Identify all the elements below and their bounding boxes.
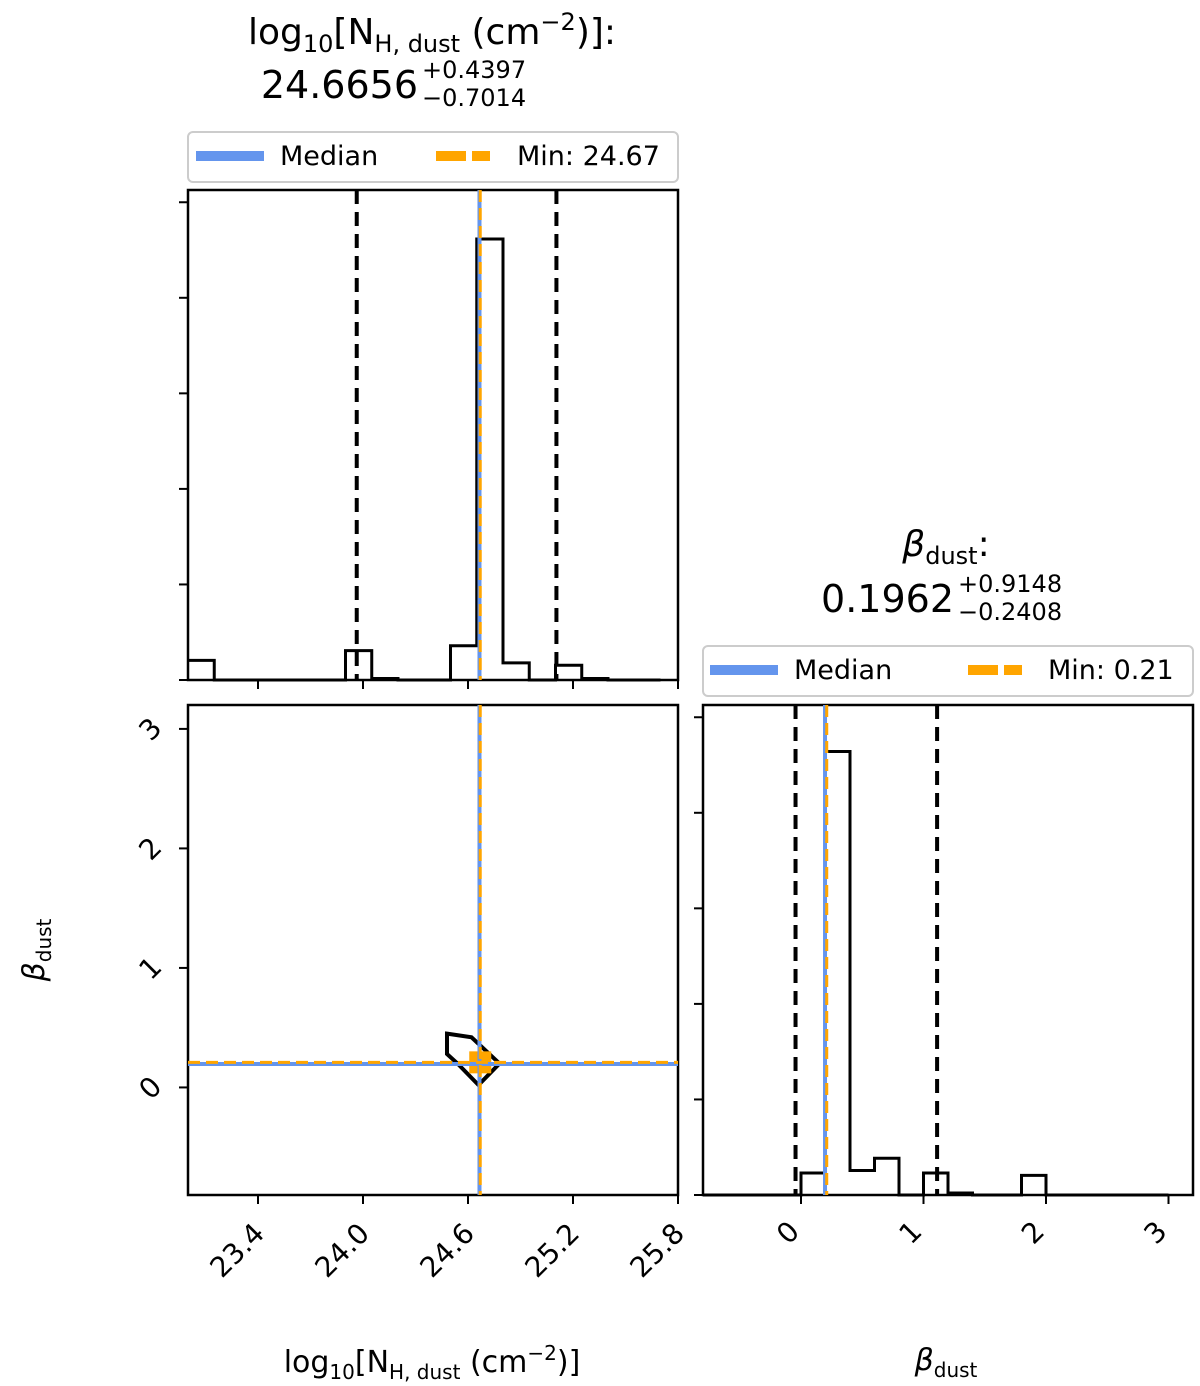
x-tick-label: 23.4: [204, 1217, 271, 1284]
x-tick-label: 2: [1015, 1215, 1051, 1251]
nh-title-err-minus: −0.7014: [422, 84, 526, 112]
beta-title-err-plus: +0.9148: [958, 570, 1062, 598]
x-axis-label-beta: βdust: [914, 1343, 978, 1382]
beta-legend-median-label: Median: [794, 655, 892, 686]
x-tick-label: 1: [893, 1215, 929, 1251]
x-tick-label: 3: [1138, 1215, 1174, 1251]
beta-legend: Median Min: 0.21: [702, 645, 1194, 697]
joint-scatter-panel: 23.4 24.0 24.6 25.2 25.8 0 1 2 3: [132, 703, 691, 1284]
y-tick-label: 0: [132, 1070, 168, 1106]
svg-text:βdust:: βdust:: [901, 524, 989, 570]
x-tick-label: 24.6: [414, 1217, 481, 1284]
beta-legend-min-label: Min: 0.21: [1048, 655, 1174, 686]
axes-frame: [701, 703, 1195, 1197]
y-tick-label: 3: [132, 711, 168, 747]
beta-title: βdust: 0.1962 +0.9148 −0.2408: [821, 524, 1062, 626]
beta-title-value: 0.1962: [821, 577, 954, 621]
axes-frame: [186, 703, 680, 1197]
nh-title: log10[NH, dust (cm−2)]: 24.6656 +0.4397 …: [248, 8, 616, 112]
x-tick-label: 25.8: [624, 1217, 691, 1284]
beta-title-err-minus: −0.2408: [958, 598, 1062, 626]
y-axis-label-beta: βdust: [17, 918, 56, 982]
nh-legend: Median Min: 24.67: [187, 131, 679, 183]
histogram-step-line: [188, 237, 661, 682]
svg-text:log10[NH, dust (cm−2)]:: log10[NH, dust (cm−2)]:: [248, 8, 616, 58]
x-tick-label: 0: [770, 1215, 806, 1251]
y-tick-label: 2: [132, 831, 168, 867]
x-tick-label: 24.0: [309, 1217, 376, 1284]
nh-title-value: 24.6656: [261, 63, 418, 107]
nh-histogram-panel: [179, 188, 680, 689]
nh-legend-min-label: Min: 24.67: [517, 141, 660, 172]
histogram-step-line: [703, 750, 1169, 1197]
axes-frame: [186, 188, 680, 682]
nh-legend-median-label: Median: [280, 141, 378, 172]
x-axis-label-nh: log10[NH, dust (cm−2)]: [284, 1341, 581, 1384]
beta-histogram-panel: 0 1 2 3: [694, 703, 1195, 1251]
x-tick-label: 25.2: [519, 1217, 586, 1284]
nh-title-err-plus: +0.4397: [422, 56, 526, 84]
y-tick-label: 1: [132, 950, 168, 986]
